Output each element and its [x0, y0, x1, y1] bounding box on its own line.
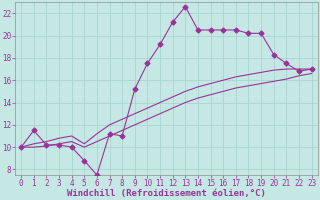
X-axis label: Windchill (Refroidissement éolien,°C): Windchill (Refroidissement éolien,°C) [67, 189, 266, 198]
